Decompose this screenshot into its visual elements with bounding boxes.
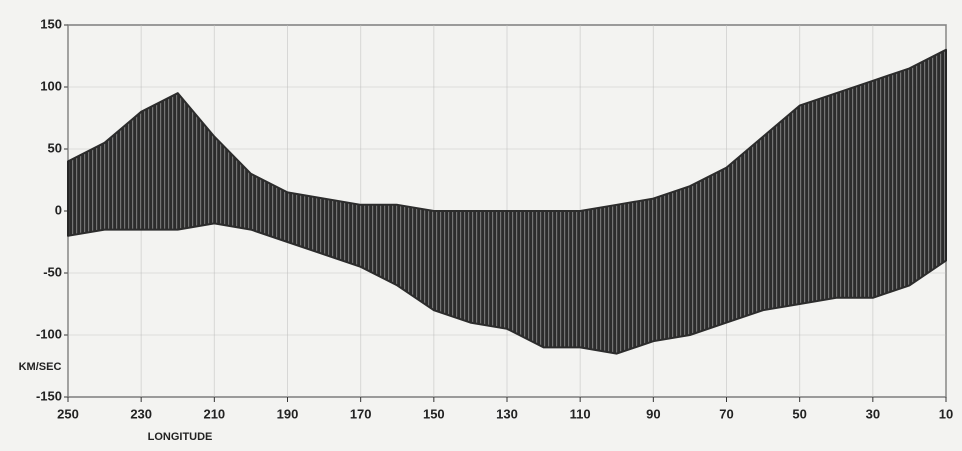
x-tick-label: 70 xyxy=(719,406,733,421)
x-tick-label: 130 xyxy=(496,406,518,421)
x-tick-label: 190 xyxy=(277,406,299,421)
y-tick-label: 0 xyxy=(55,202,62,217)
x-tick-label: 10 xyxy=(939,406,953,421)
x-tick-label: 30 xyxy=(866,406,880,421)
emission-band xyxy=(67,48,947,355)
y-tick-label: -50 xyxy=(43,264,62,279)
y-tick-label: 100 xyxy=(40,78,62,93)
x-tick-label: 90 xyxy=(646,406,660,421)
x-tick-label: 170 xyxy=(350,406,372,421)
y-tick-label: 150 xyxy=(40,16,62,31)
x-axis-label: LONGITUDE xyxy=(148,431,213,443)
y-tick-label: -100 xyxy=(36,326,62,341)
y-axis-label: KM/SEC xyxy=(19,361,62,373)
y-tick-label: -150 xyxy=(36,388,62,403)
x-tick-label: 250 xyxy=(57,406,79,421)
x-tick-label: 150 xyxy=(423,406,445,421)
x-tick-label: 50 xyxy=(792,406,806,421)
x-tick-label: 210 xyxy=(203,406,225,421)
x-tick-label: 230 xyxy=(130,406,152,421)
x-tick-label: 110 xyxy=(570,406,591,421)
y-tick-label: 50 xyxy=(48,140,62,155)
